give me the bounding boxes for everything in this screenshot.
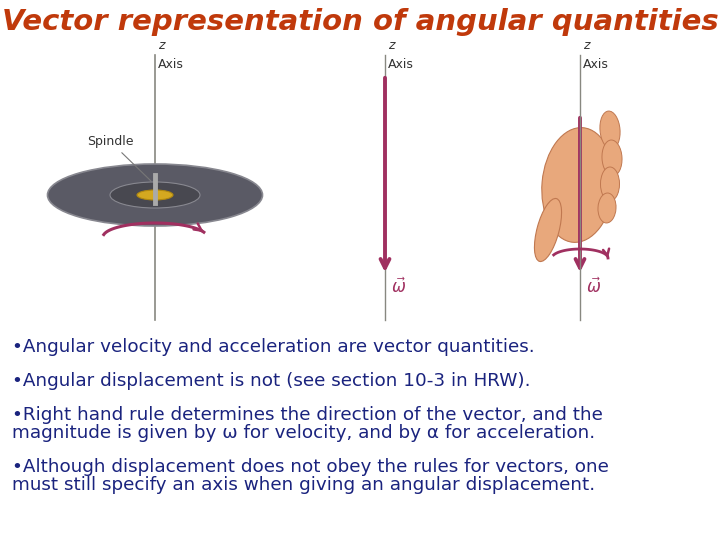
Text: Vector representation of angular quantities: Vector representation of angular quantit…	[1, 8, 719, 36]
Ellipse shape	[598, 193, 616, 223]
Ellipse shape	[600, 111, 620, 149]
Text: Axis: Axis	[583, 58, 609, 71]
Text: •Angular velocity and acceleration are vector quantities.: •Angular velocity and acceleration are v…	[12, 338, 535, 356]
Text: $\vec{\omega}$: $\vec{\omega}$	[586, 278, 601, 298]
Text: Axis: Axis	[158, 58, 184, 71]
Ellipse shape	[600, 167, 619, 201]
Ellipse shape	[110, 182, 200, 208]
Text: •Although displacement does not obey the rules for vectors, one: •Although displacement does not obey the…	[12, 458, 609, 476]
Text: Axis: Axis	[388, 58, 414, 71]
Text: •Right hand rule determines the direction of the vector, and the: •Right hand rule determines the directio…	[12, 406, 603, 424]
Text: z: z	[583, 39, 590, 52]
Text: z: z	[388, 39, 395, 52]
Ellipse shape	[541, 127, 614, 242]
Ellipse shape	[48, 164, 263, 226]
Text: $\vec{\omega}$: $\vec{\omega}$	[391, 278, 406, 298]
Ellipse shape	[137, 190, 173, 200]
Ellipse shape	[602, 140, 622, 176]
Text: •Angular displacement is not (see section 10-3 in HRW).: •Angular displacement is not (see sectio…	[12, 372, 531, 390]
Text: z: z	[158, 39, 164, 52]
Text: magnitude is given by ω for velocity, and by α for acceleration.: magnitude is given by ω for velocity, an…	[12, 424, 595, 442]
Ellipse shape	[534, 199, 562, 261]
Text: Spindle: Spindle	[87, 135, 151, 181]
Text: must still specify an axis when giving an angular displacement.: must still specify an axis when giving a…	[12, 476, 595, 494]
